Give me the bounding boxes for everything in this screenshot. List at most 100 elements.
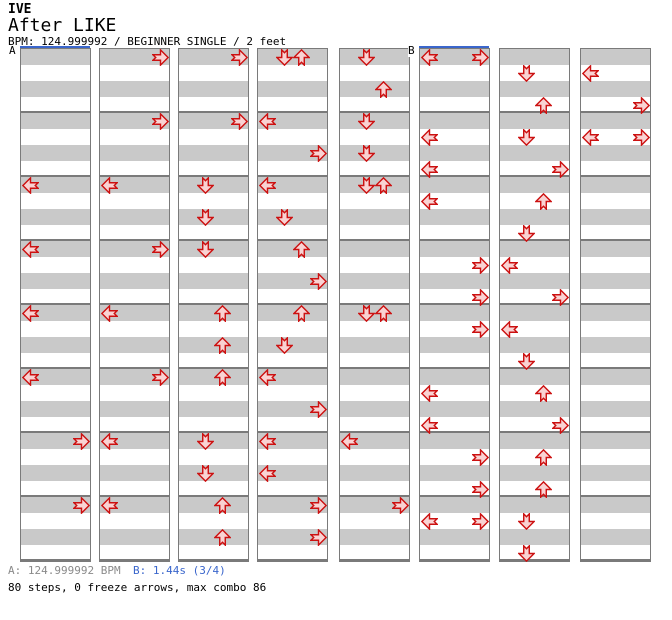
arrow-right-icon [151,240,169,258]
arrow-up-icon [374,176,392,194]
arrow-right-icon [471,288,489,306]
arrow-left-icon [420,512,438,530]
arrow-right-icon [471,320,489,338]
arrow-up-icon [213,336,231,354]
chart-column-8 [580,48,651,562]
arrow-right-icon [230,48,248,66]
chart-column-6 [419,48,490,562]
section-b-marker-line [418,46,489,48]
arrow-right-icon [551,416,569,434]
arrow-left-icon [420,384,438,402]
chart-info: BPM: 124.999992 / BEGINNER SINGLE / 2 fe… [8,35,287,48]
arrow-left-icon [420,192,438,210]
arrow-right-icon [72,432,90,450]
arrow-left-icon [21,368,39,386]
arrow-left-icon [420,128,438,146]
arrow-left-icon [258,432,276,450]
chart-column-4 [257,48,328,562]
arrow-up-icon [213,496,231,514]
arrow-up-icon [534,384,552,402]
section-a-marker-line [19,46,90,48]
arrow-down-icon [517,128,535,146]
chart-column-7 [499,48,570,562]
arrow-right-icon [151,48,169,66]
arrow-left-icon [21,240,39,258]
arrow-left-icon [258,112,276,130]
arrow-up-icon [534,480,552,498]
arrow-right-icon [309,400,327,418]
arrow-down-icon [275,48,293,66]
arrow-left-icon [100,496,118,514]
arrow-up-icon [292,240,310,258]
arrow-down-icon [517,64,535,82]
arrow-right-icon [309,496,327,514]
arrow-down-icon [357,176,375,194]
arrow-down-icon [357,304,375,322]
arrow-right-icon [471,48,489,66]
arrow-left-icon [500,256,518,274]
arrow-left-icon [258,368,276,386]
arrow-up-icon [374,304,392,322]
chart-column-2 [99,48,170,562]
arrow-left-icon [420,48,438,66]
arrow-down-icon [196,240,214,258]
arrow-up-icon [534,96,552,114]
arrow-left-icon [258,176,276,194]
arrow-up-icon [534,192,552,210]
arrow-down-icon [517,544,535,562]
arrow-right-icon [151,368,169,386]
arrow-right-icon [309,528,327,546]
artist-name: IVE [8,2,32,17]
arrow-right-icon [551,160,569,178]
footer-bpm-marker: A: 124.999992 BPM [8,564,121,577]
chart-column-5 [339,48,410,562]
arrow-down-icon [196,464,214,482]
arrow-down-icon [196,176,214,194]
arrow-down-icon [357,112,375,130]
arrow-down-icon [517,512,535,530]
arrow-right-icon [391,496,409,514]
arrow-down-icon [357,144,375,162]
arrow-left-icon [340,432,358,450]
arrow-left-icon [581,128,599,146]
arrow-left-icon [100,176,118,194]
footer-stop-marker: B: 1.44s (3/4) [133,564,226,577]
arrow-right-icon [471,512,489,530]
arrow-right-icon [471,448,489,466]
arrow-right-icon [632,96,650,114]
arrow-down-icon [196,432,214,450]
arrow-up-icon [374,80,392,98]
song-title: After LIKE [8,15,117,36]
arrow-left-icon [581,64,599,82]
arrow-right-icon [471,480,489,498]
arrow-left-icon [258,464,276,482]
arrow-right-icon [151,112,169,130]
arrow-up-icon [292,304,310,322]
arrow-right-icon [230,112,248,130]
arrow-left-icon [100,432,118,450]
arrow-right-icon [551,288,569,306]
arrow-right-icon [309,272,327,290]
arrow-down-icon [357,48,375,66]
arrow-up-icon [292,48,310,66]
arrow-left-icon [420,416,438,434]
chart-column-1 [20,48,91,562]
section-a-marker-label: A [9,45,20,57]
arrow-up-icon [213,368,231,386]
chart-column-3 [178,48,249,562]
arrow-down-icon [275,336,293,354]
arrow-up-icon [213,528,231,546]
arrow-down-icon [275,208,293,226]
arrow-right-icon [72,496,90,514]
arrow-left-icon [21,176,39,194]
arrow-right-icon [309,144,327,162]
arrow-down-icon [517,352,535,370]
arrow-up-icon [213,304,231,322]
arrow-right-icon [632,128,650,146]
arrow-up-icon [534,448,552,466]
arrow-right-icon [471,256,489,274]
section-b-marker-label: B [408,45,419,57]
arrow-down-icon [196,208,214,226]
